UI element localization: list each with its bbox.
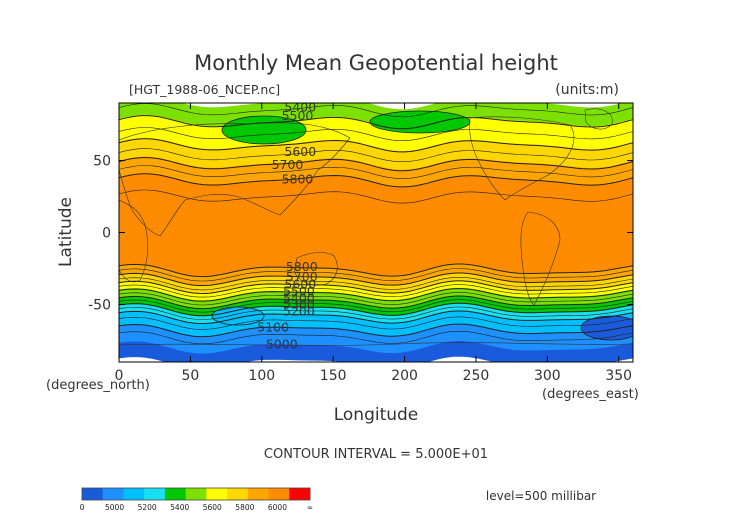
contour-line bbox=[119, 263, 633, 278]
contour-line bbox=[119, 295, 633, 310]
colorbar-tick-label: 5600 bbox=[203, 503, 222, 512]
x-tick-label: 0 bbox=[115, 368, 124, 384]
colorbar-tick-label: 5000 bbox=[105, 503, 124, 512]
contour-interval-text: CONTOUR INTERVAL = 5.000E+01 bbox=[264, 447, 488, 462]
file-label: [HGT_1988-06_NCEP.nc] bbox=[129, 82, 280, 97]
y-tick-label: 50 bbox=[93, 154, 111, 170]
contour-label: 5800 bbox=[282, 171, 314, 186]
x-axis-label: Longitude bbox=[334, 405, 419, 425]
contour-band bbox=[119, 353, 633, 362]
contour-line bbox=[119, 306, 633, 320]
southern-low-feature bbox=[580, 315, 633, 341]
colorbar-swatch bbox=[289, 488, 311, 500]
contour-label: 5400 bbox=[283, 291, 315, 306]
contour-line bbox=[119, 284, 633, 298]
contour-line bbox=[119, 173, 633, 188]
greenland-coastline bbox=[584, 108, 613, 130]
x-unit-label: (degrees_east) bbox=[542, 387, 639, 402]
y-tick-label: 0 bbox=[102, 226, 111, 242]
x-tick-label: 200 bbox=[391, 368, 418, 384]
contour-line bbox=[119, 272, 633, 286]
y-axis-label: Latitude bbox=[56, 197, 76, 267]
contour-label: 5000 bbox=[266, 337, 298, 352]
level-text: level=500 millibar bbox=[486, 489, 596, 503]
contour-line bbox=[119, 302, 633, 317]
contour-line bbox=[119, 138, 633, 153]
contour-line bbox=[119, 103, 633, 118]
colorbar-frame bbox=[81, 487, 311, 501]
contour-line bbox=[119, 316, 633, 330]
colorbar-swatch bbox=[185, 488, 207, 500]
colorbar-swatch bbox=[123, 488, 145, 500]
colorbar-tick-label: 5400 bbox=[170, 503, 189, 512]
contour-label: 5600 bbox=[284, 144, 316, 159]
colorbar-swatch bbox=[164, 488, 187, 500]
contour-line bbox=[119, 277, 633, 291]
colorbar-tick-label: 5800 bbox=[235, 503, 254, 512]
y-unit-label: (degrees_north) bbox=[46, 378, 150, 393]
x-axis-ticks: 0 50 100 150 200 250 300 350 bbox=[115, 103, 632, 384]
contour-line bbox=[119, 165, 633, 179]
colorbar-swatch bbox=[144, 488, 166, 500]
x-tick-label: 300 bbox=[534, 368, 561, 384]
africa-coastline bbox=[119, 199, 149, 283]
high-latitude-low-feature bbox=[369, 110, 471, 134]
contour-label: 5300 bbox=[283, 296, 315, 311]
contour-label: 5500 bbox=[283, 283, 315, 298]
contour-line bbox=[119, 115, 633, 130]
eurasia-coastline bbox=[119, 122, 351, 237]
colorbar-tick-label: 5200 bbox=[138, 503, 157, 512]
contour-label: 5700 bbox=[286, 269, 318, 284]
australia-coastline bbox=[293, 252, 338, 286]
colorbar-swatch bbox=[206, 488, 228, 500]
y-tick-label: -50 bbox=[88, 297, 111, 313]
x-tick-label: 150 bbox=[320, 368, 347, 384]
y-axis-ticks: -50 0 50 bbox=[88, 154, 633, 313]
contour-line bbox=[119, 148, 633, 162]
x-tick-label: 100 bbox=[248, 368, 275, 384]
contour-label: 5600 bbox=[284, 276, 316, 291]
colorbar-swatch bbox=[227, 488, 249, 500]
contour-label: 5100 bbox=[257, 319, 289, 334]
chart-title: Monthly Mean Geopotential height bbox=[194, 51, 558, 75]
coastlines bbox=[119, 108, 633, 346]
contour-line bbox=[119, 189, 633, 204]
x-tick-label: 350 bbox=[605, 368, 632, 384]
colorbar-tick-label: 6000 bbox=[268, 503, 287, 512]
contour-label: 5700 bbox=[272, 157, 304, 172]
contour-line bbox=[119, 157, 633, 172]
contour-label: 5800 bbox=[286, 259, 318, 274]
plot-area: 5400550056005700580058005700560055005400… bbox=[119, 99, 633, 362]
x-tick-label: 250 bbox=[463, 368, 490, 384]
colorbar-swatch bbox=[268, 488, 290, 500]
antarctica-coastline bbox=[119, 342, 633, 346]
colorbar-tick-label: 0 bbox=[80, 503, 85, 512]
contour-label: 5500 bbox=[282, 108, 314, 123]
contour-line bbox=[119, 127, 633, 142]
contour-line bbox=[119, 331, 633, 345]
north-america-coastline bbox=[469, 116, 575, 201]
contour-line bbox=[119, 299, 633, 313]
contour-line bbox=[119, 292, 633, 306]
colorbar-tick-label: ∞ bbox=[307, 503, 313, 512]
contour-label: 5400 bbox=[284, 99, 316, 114]
contour-label: 5200 bbox=[283, 304, 315, 319]
colorbar-swatch bbox=[247, 488, 269, 500]
contour-labels: 5400550056005700580058005700560055005400… bbox=[257, 99, 318, 352]
south-america-coastline bbox=[520, 211, 561, 306]
colorbar-swatch bbox=[102, 488, 124, 500]
units-label: (units:m) bbox=[555, 82, 619, 98]
colorbar: 0 5000 5200 5400 5600 5800 6000 ∞ bbox=[80, 487, 313, 512]
colorbar-swatch bbox=[82, 488, 104, 500]
x-tick-label: 50 bbox=[181, 368, 199, 384]
contour-line bbox=[119, 310, 633, 324]
contour-lines bbox=[119, 103, 633, 345]
contour-line bbox=[119, 323, 633, 338]
contour-line bbox=[119, 288, 633, 302]
contour-line bbox=[119, 280, 633, 295]
